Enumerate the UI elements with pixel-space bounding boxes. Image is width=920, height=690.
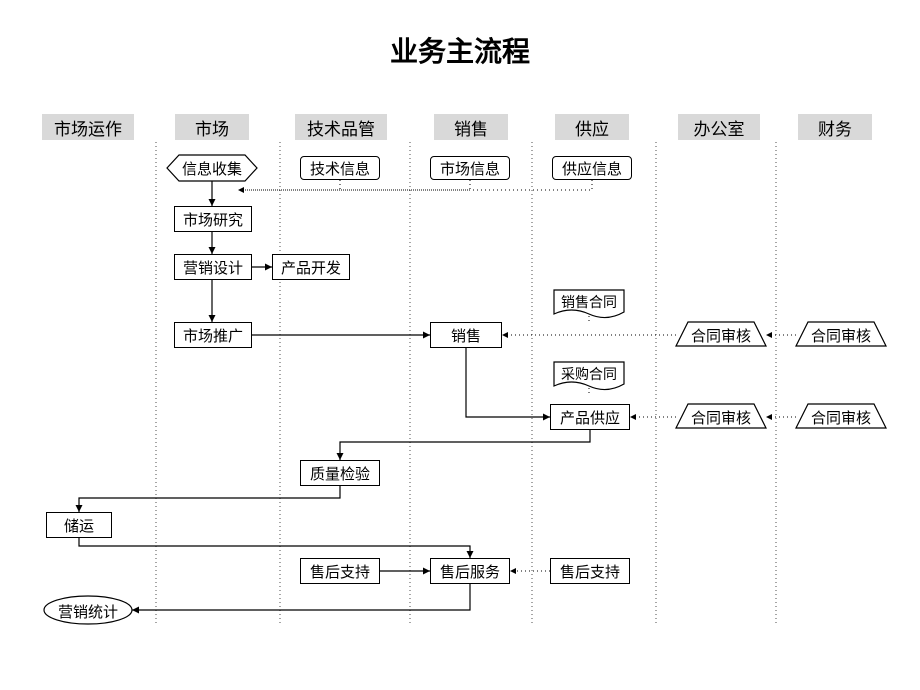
column-header: 供应	[555, 114, 629, 140]
flow-edge	[132, 584, 470, 610]
column-header: 销售	[434, 114, 508, 140]
node-rect: 售后支持	[550, 558, 630, 584]
node-rect: 产品供应	[550, 404, 630, 430]
node-rect: 市场研究	[174, 206, 252, 232]
column-header: 技术品管	[295, 114, 387, 140]
node-rect: 营销设计	[174, 254, 252, 280]
node-label: 合同审核	[796, 325, 886, 346]
node-rect: 市场推广	[174, 322, 252, 348]
column-header: 办公室	[678, 114, 760, 140]
flow-edge	[238, 180, 592, 190]
node-label: 采购合同	[554, 364, 624, 384]
node-rect: 质量检验	[300, 460, 380, 486]
flow-edge	[79, 486, 340, 512]
node-label: 营销统计	[44, 601, 132, 622]
flow-edge	[340, 430, 590, 460]
node-rounded: 市场信息	[430, 156, 510, 180]
flow-edge	[238, 180, 470, 190]
flow-edge	[466, 348, 550, 417]
node-label: 信息收集	[167, 158, 257, 179]
node-rect: 产品开发	[272, 254, 350, 280]
node-label: 销售合同	[554, 292, 624, 312]
flowchart-canvas: { "type":"flowchart", "canvas":{"w":920,…	[0, 0, 920, 690]
column-header: 财务	[798, 114, 872, 140]
column-header: 市场	[175, 114, 249, 140]
node-label: 合同审核	[676, 407, 766, 428]
node-label: 合同审核	[676, 325, 766, 346]
node-rect: 销售	[430, 322, 502, 348]
node-rect: 储运	[46, 512, 112, 538]
node-label: 合同审核	[796, 407, 886, 428]
column-header: 市场运作	[42, 114, 134, 140]
flow-edge	[79, 538, 470, 558]
node-rect: 售后支持	[300, 558, 380, 584]
node-rect: 售后服务	[430, 558, 510, 584]
flow-edge	[238, 180, 340, 190]
node-rounded: 技术信息	[300, 156, 380, 180]
node-rounded: 供应信息	[552, 156, 632, 180]
